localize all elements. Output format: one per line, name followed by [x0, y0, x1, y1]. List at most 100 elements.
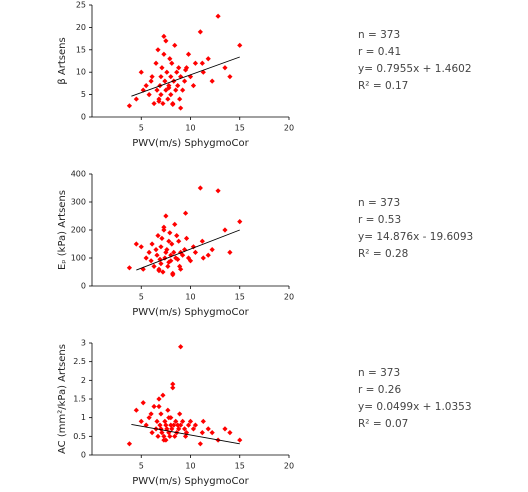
data-point	[133, 241, 139, 247]
x-axis-label: PWV(m/s) SphygmoCor	[132, 138, 249, 149]
data-point	[182, 67, 189, 73]
data-point	[175, 83, 181, 89]
statistic: n = 373	[358, 367, 400, 379]
data-point	[154, 87, 160, 93]
data-point	[200, 255, 206, 261]
data-point	[160, 100, 166, 107]
data-point	[190, 426, 197, 432]
data-point	[190, 83, 197, 89]
x-tick-label: 20	[284, 293, 294, 302]
data-point	[126, 441, 133, 447]
data-point	[161, 51, 167, 57]
data-point	[126, 265, 133, 271]
data-point	[178, 105, 184, 111]
data-point	[215, 188, 221, 194]
data-point	[237, 219, 243, 225]
data-point	[156, 396, 162, 402]
statistic: y= 14.876x - 19.6093	[358, 231, 473, 243]
x-tick-label: 5	[139, 124, 144, 133]
data-point	[163, 422, 169, 428]
data-point	[126, 103, 133, 109]
data-point	[166, 430, 172, 436]
y-tick-label: 200	[71, 226, 86, 235]
data-point	[171, 422, 177, 428]
data-point	[197, 29, 203, 35]
data-point	[149, 241, 155, 247]
statistic: R² = 0.28	[358, 248, 408, 260]
data-point	[199, 430, 205, 436]
data-point	[160, 269, 166, 275]
data-point	[178, 344, 184, 350]
y-tick-label: 3	[81, 339, 86, 348]
data-point	[227, 430, 233, 436]
data-point	[155, 233, 161, 239]
statistic: r = 0.26	[358, 384, 401, 396]
data-point	[164, 426, 170, 432]
data-point	[161, 33, 167, 39]
data-point	[143, 83, 149, 89]
data-point	[158, 74, 164, 80]
data-point	[222, 426, 228, 432]
data-point	[175, 422, 181, 428]
data-point	[199, 238, 205, 244]
data-point	[148, 411, 154, 417]
data-point	[154, 418, 160, 424]
data-point	[157, 422, 163, 428]
data-point	[169, 60, 175, 66]
data-point	[172, 433, 178, 439]
data-point	[174, 69, 180, 75]
data-point	[166, 238, 172, 244]
data-point	[146, 415, 152, 421]
data-point	[163, 38, 169, 44]
data-point	[169, 241, 175, 247]
data-point	[175, 256, 181, 262]
y-tick-label: 1	[81, 413, 86, 422]
x-axis-label: PWV(m/s) SphygmoCor	[132, 476, 249, 487]
data-point	[160, 392, 166, 398]
data-point	[192, 422, 199, 428]
data-point	[177, 96, 183, 102]
x-tick-label: 15	[235, 293, 245, 302]
data-point	[200, 418, 206, 424]
data-point	[205, 252, 211, 258]
data-point	[187, 258, 194, 264]
statistic: r = 0.53	[358, 214, 401, 226]
data-point	[168, 258, 174, 264]
data-point	[155, 433, 161, 439]
data-point	[169, 426, 175, 432]
data-point	[178, 266, 184, 272]
y-tick-label: 10	[76, 68, 86, 77]
data-point	[157, 256, 163, 262]
data-point	[151, 100, 157, 107]
trend-line	[131, 56, 240, 97]
data-point	[185, 422, 192, 428]
data-point	[174, 233, 180, 239]
data-point	[159, 235, 165, 241]
data-point	[146, 249, 152, 255]
y-tick-label: 2	[81, 376, 86, 385]
data-point	[158, 261, 164, 267]
data-point	[159, 65, 165, 71]
data-point	[197, 441, 203, 447]
data-point	[205, 56, 211, 62]
data-point	[173, 418, 179, 424]
data-point	[148, 258, 154, 264]
data-point	[159, 430, 165, 436]
data-point	[173, 87, 179, 93]
data-point	[165, 263, 171, 269]
data-point	[181, 426, 188, 432]
data-point	[149, 430, 155, 436]
data-point	[166, 85, 172, 91]
data-point	[151, 403, 157, 410]
x-tick-label: 15	[235, 462, 245, 471]
data-point	[133, 96, 139, 102]
data-point	[182, 210, 189, 216]
data-point	[209, 78, 215, 84]
statistic: r = 0.41	[358, 46, 401, 58]
y-tick-label: 20	[76, 23, 86, 32]
data-point	[161, 224, 167, 230]
data-point	[148, 78, 154, 84]
y-tick-label: 25	[76, 1, 86, 10]
data-point	[168, 74, 174, 80]
data-point	[138, 69, 144, 75]
